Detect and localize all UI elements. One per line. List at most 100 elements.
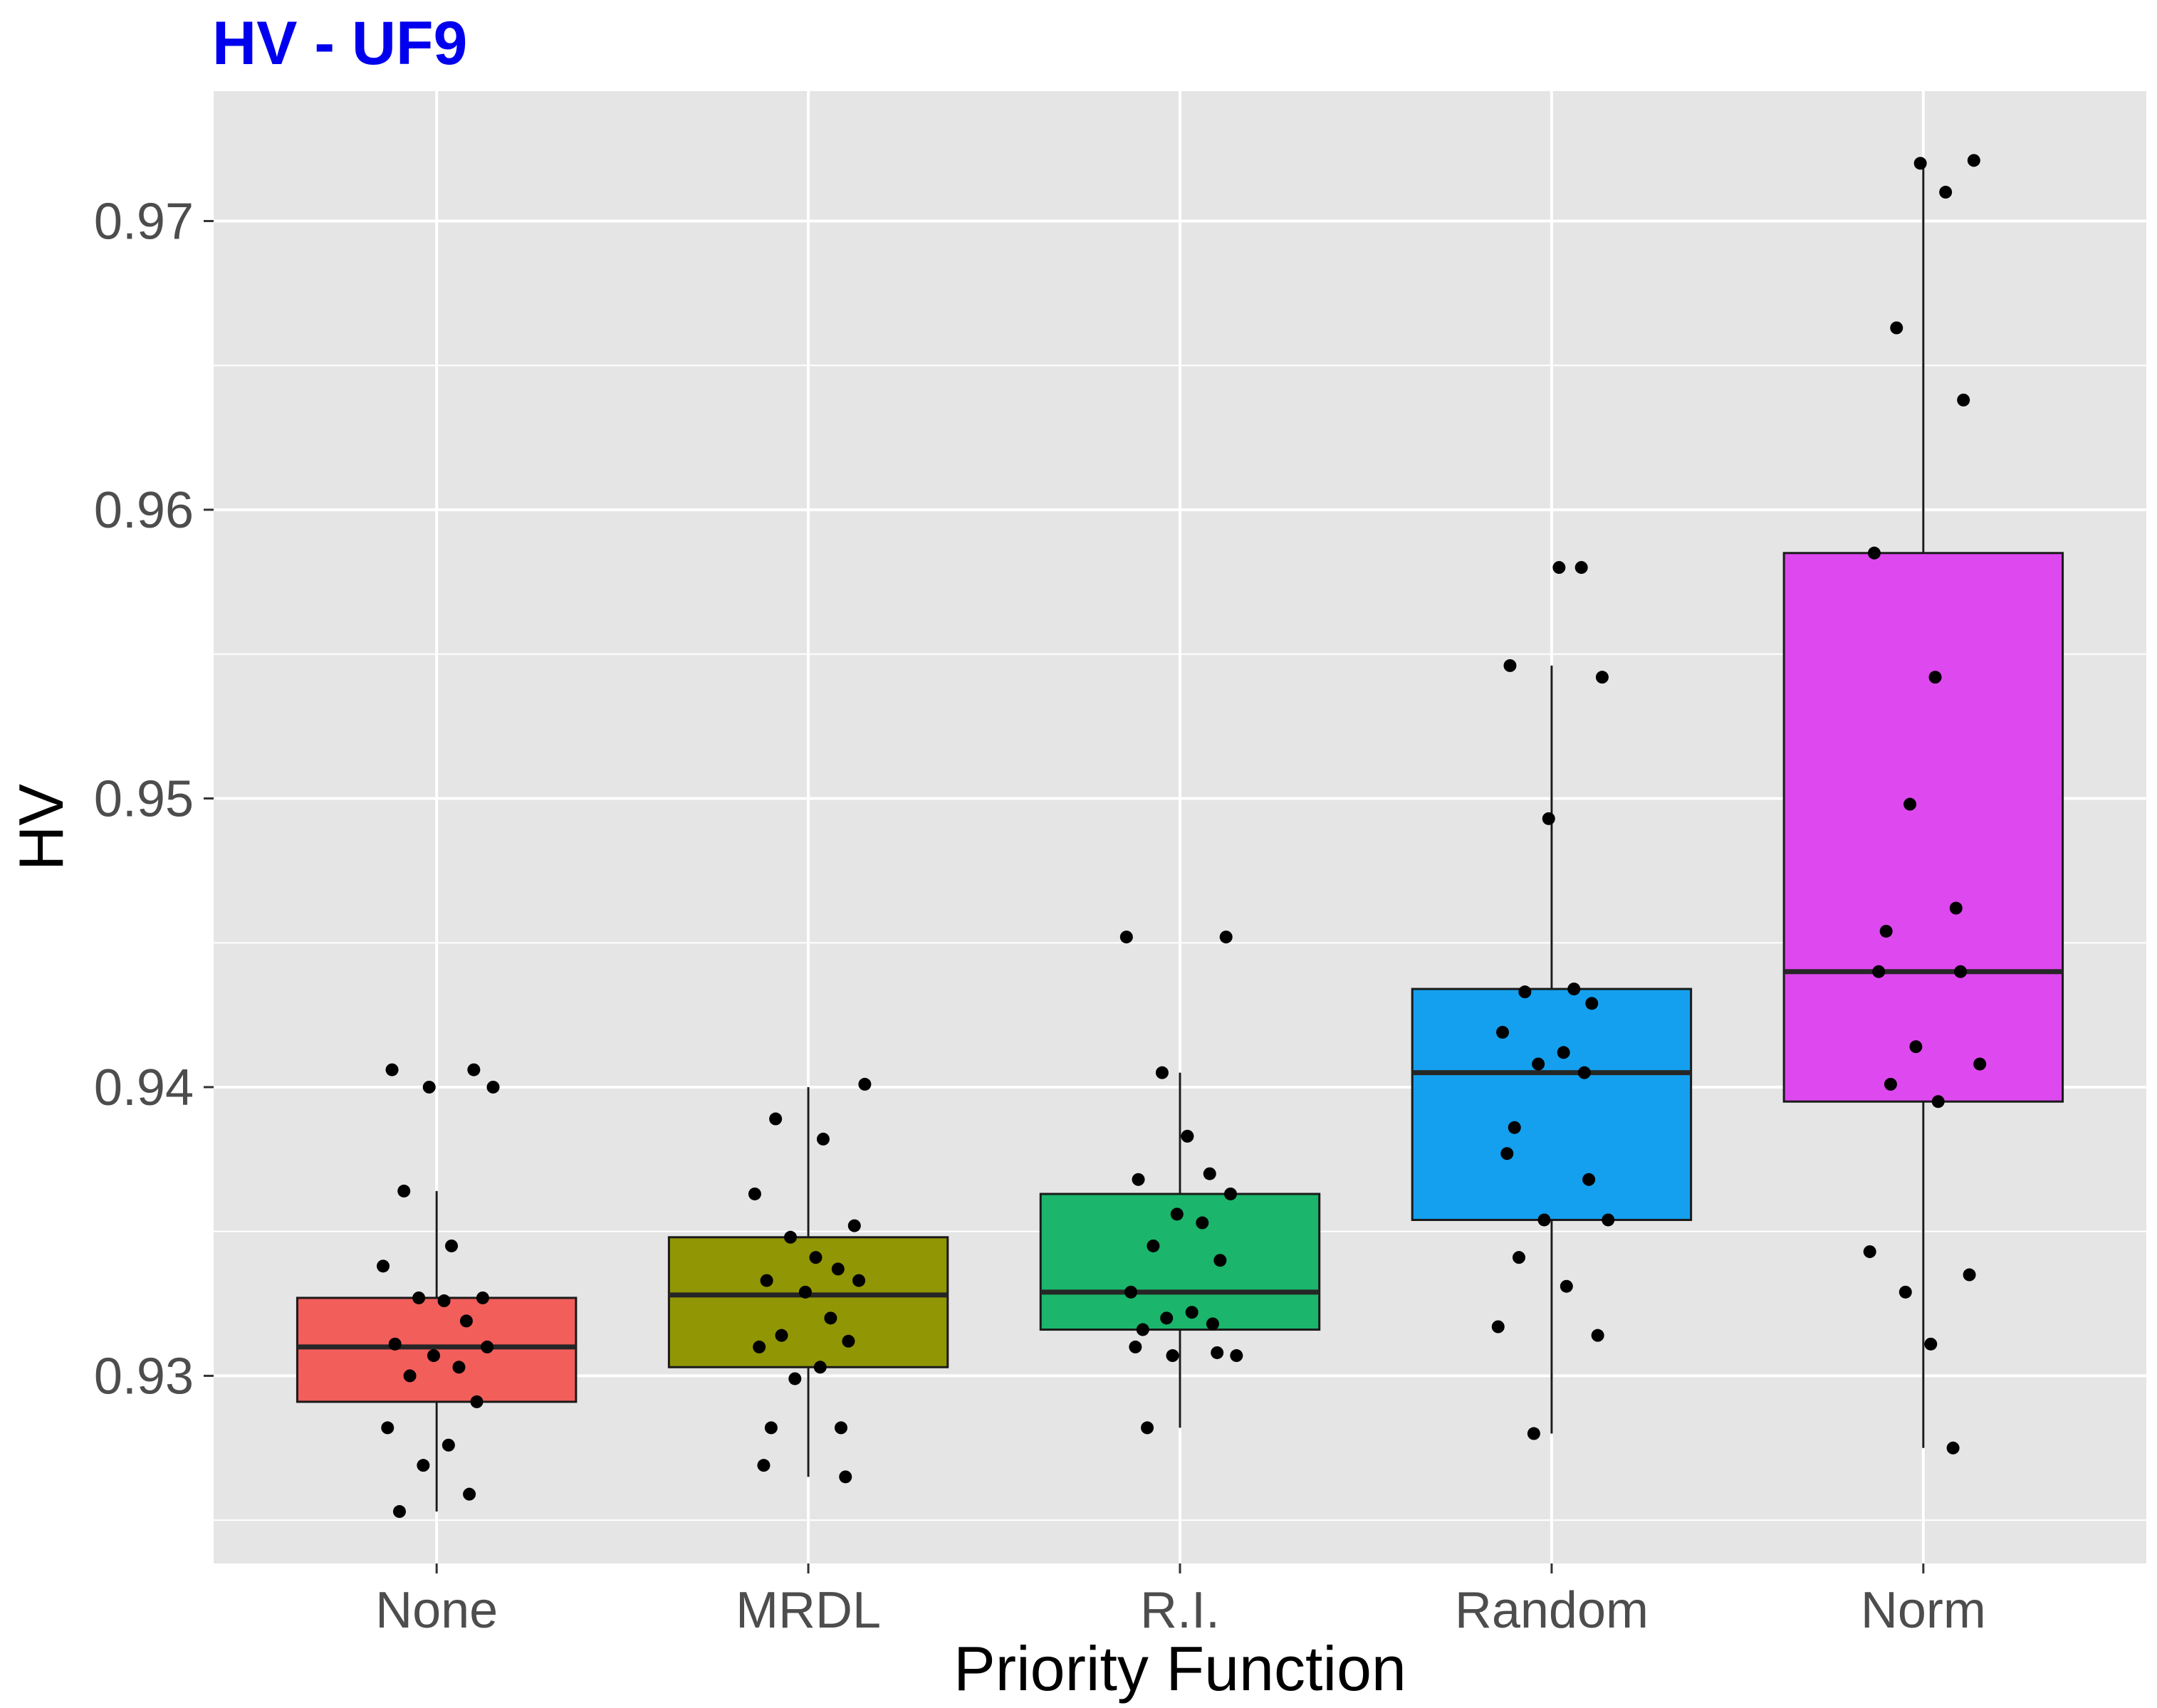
data-point: [376, 1259, 390, 1273]
data-point: [813, 1361, 827, 1374]
data-point: [1879, 924, 1893, 938]
data-point: [816, 1132, 830, 1146]
data-point: [403, 1369, 417, 1383]
data-point: [1496, 1025, 1510, 1039]
data-point: [1147, 1239, 1160, 1252]
data-point: [1967, 154, 1980, 167]
data-point: [757, 1459, 771, 1472]
x-tick-label: None: [375, 1582, 498, 1639]
data-point: [422, 1080, 436, 1094]
data-point: [412, 1291, 426, 1304]
data-point: [760, 1274, 773, 1287]
data-point: [1185, 1306, 1198, 1319]
data-point: [852, 1274, 866, 1287]
y-axis-title: HV: [6, 784, 76, 871]
data-point: [1567, 983, 1581, 996]
data-point: [1230, 1349, 1243, 1363]
data-point: [764, 1421, 778, 1435]
data-point: [1211, 1346, 1224, 1359]
data-point: [1219, 931, 1233, 944]
data-point: [1939, 185, 1953, 199]
box-body: [667, 1236, 949, 1368]
data-point: [1196, 1216, 1209, 1230]
y-tick-label: 0.96: [94, 482, 194, 539]
data-point: [1160, 1311, 1174, 1325]
y-tick-label: 0.94: [94, 1059, 194, 1116]
data-point: [1141, 1421, 1154, 1435]
data-point: [1503, 659, 1517, 672]
data-point: [839, 1470, 852, 1484]
data-point: [1890, 321, 1903, 335]
x-tick-label: MRDL: [736, 1582, 881, 1639]
data-point: [470, 1395, 484, 1408]
data-point: [445, 1239, 459, 1252]
data-point: [1574, 561, 1588, 575]
data-point: [788, 1372, 802, 1385]
data-point: [842, 1334, 855, 1348]
box-mrdl: [667, 1086, 949, 1477]
data-point: [775, 1329, 788, 1342]
data-point: [1577, 1066, 1591, 1079]
boxplot-boxes: [296, 160, 2064, 1512]
data-point: [392, 1505, 406, 1519]
data-point: [1949, 901, 1963, 915]
data-point: [1924, 1337, 1938, 1351]
data-point: [1203, 1167, 1216, 1180]
chart-title: HV - UF9: [212, 9, 467, 78]
data-point: [417, 1459, 430, 1472]
data-point: [847, 1219, 861, 1232]
data-point: [1946, 1441, 1960, 1455]
data-point: [1585, 997, 1599, 1010]
data-point: [1552, 561, 1566, 575]
data-point: [1899, 1285, 1912, 1299]
data-point: [1213, 1254, 1227, 1267]
x-axis-title: Priority Function: [954, 1633, 1406, 1704]
data-point: [486, 1080, 500, 1094]
data-point: [437, 1294, 451, 1308]
data-point: [427, 1349, 440, 1363]
x-tick-label: R.I.: [1140, 1582, 1220, 1639]
data-point: [748, 1187, 761, 1200]
data-point: [1508, 1121, 1521, 1134]
data-point: [809, 1251, 822, 1264]
data-point: [1170, 1207, 1184, 1221]
data-point: [1518, 985, 1532, 999]
box-body: [1782, 552, 2064, 1103]
box-norm: [1782, 160, 2064, 1448]
data-point: [476, 1291, 489, 1304]
data-point: [1954, 965, 1968, 978]
box-r-i-: [1039, 1072, 1321, 1428]
box-none: [296, 1190, 578, 1512]
box-body: [1411, 987, 1693, 1221]
data-point: [1867, 546, 1881, 560]
data-point: [1591, 1329, 1604, 1342]
data-point: [1909, 1040, 1923, 1054]
data-point: [481, 1340, 494, 1353]
data-point: [1957, 393, 1970, 407]
data-point: [1129, 1340, 1142, 1353]
data-point: [1582, 1173, 1596, 1186]
data-point: [1595, 671, 1609, 684]
data-point: [753, 1340, 766, 1353]
data-point: [798, 1285, 812, 1299]
data-point: [1500, 1147, 1514, 1161]
data-point: [1223, 1187, 1237, 1200]
data-point: [1931, 1095, 1945, 1109]
data-point: [1512, 1251, 1525, 1264]
data-point: [463, 1487, 476, 1501]
box-random: [1411, 665, 1693, 1434]
data-point: [858, 1077, 872, 1091]
data-point: [442, 1438, 455, 1452]
data-point: [381, 1421, 395, 1435]
data-point: [1602, 1213, 1615, 1227]
box-body: [1039, 1193, 1321, 1331]
data-point: [1527, 1427, 1540, 1440]
y-tick-label: 0.95: [94, 770, 194, 827]
data-point: [1560, 1279, 1573, 1293]
data-point: [1136, 1323, 1149, 1336]
data-point: [1119, 931, 1133, 944]
data-point: [1557, 1046, 1570, 1059]
data-point: [1863, 1245, 1876, 1259]
jitter-points: [376, 154, 1987, 1519]
